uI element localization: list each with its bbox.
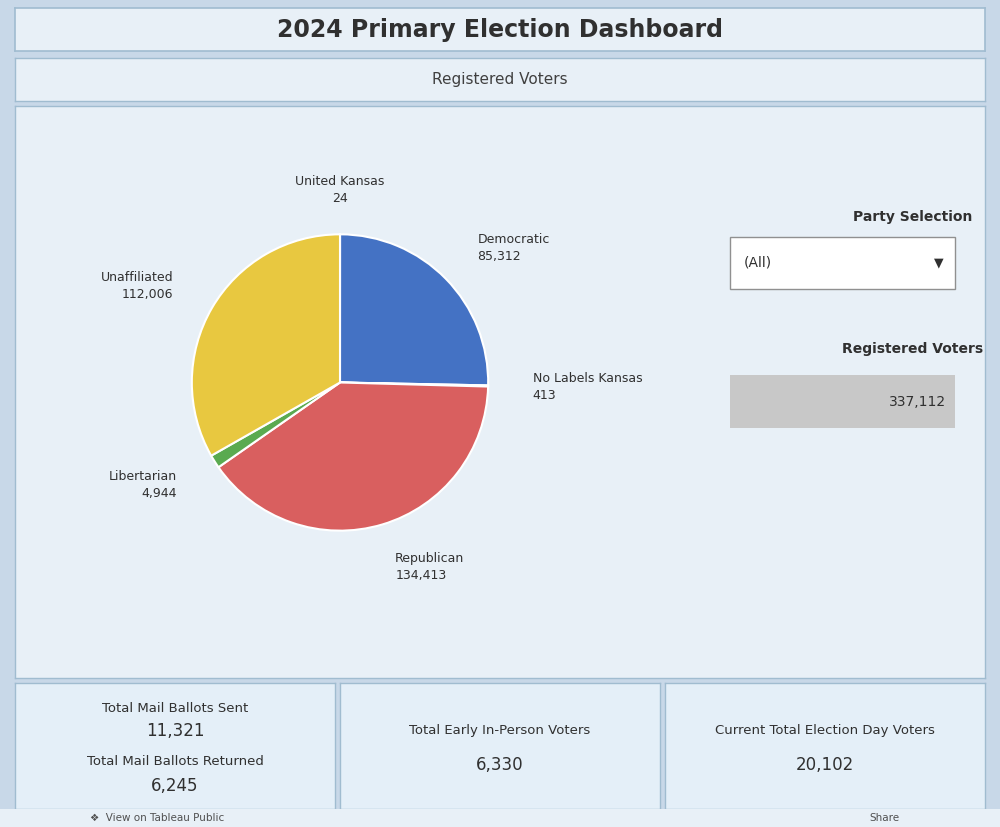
Text: 6,245: 6,245 [151, 777, 199, 796]
Text: Unaffiliated
112,006: Unaffiliated 112,006 [101, 270, 174, 300]
Text: Total Mail Ballots Returned: Total Mail Ballots Returned [87, 754, 263, 767]
Text: Share: Share [870, 813, 900, 823]
Text: 2024 Primary Election Dashboard: 2024 Primary Election Dashboard [277, 17, 723, 42]
Text: 20,102: 20,102 [796, 756, 854, 774]
Text: Republican
134,413: Republican 134,413 [395, 552, 464, 582]
Text: 11,321: 11,321 [146, 722, 204, 740]
Text: Libertarian
4,944: Libertarian 4,944 [109, 471, 177, 500]
FancyBboxPatch shape [730, 237, 955, 289]
Text: Current Total Election Day Voters: Current Total Election Day Voters [715, 724, 935, 738]
Wedge shape [211, 382, 340, 467]
Text: Total Early In-Person Voters: Total Early In-Person Voters [409, 724, 591, 738]
Text: Registered Voters: Registered Voters [842, 342, 984, 356]
Text: ▼: ▼ [934, 256, 944, 270]
Wedge shape [340, 234, 488, 385]
Text: 337,112: 337,112 [889, 395, 946, 409]
Text: ❖  View on Tableau Public: ❖ View on Tableau Public [90, 813, 224, 823]
Text: (All): (All) [744, 256, 772, 270]
Text: United Kansas
24: United Kansas 24 [295, 174, 385, 205]
Wedge shape [340, 382, 488, 386]
Text: Democratic
85,312: Democratic 85,312 [478, 232, 550, 263]
Text: 6,330: 6,330 [476, 756, 524, 774]
FancyBboxPatch shape [730, 375, 955, 428]
Text: No Labels Kansas
413: No Labels Kansas 413 [533, 372, 642, 402]
Text: Party Selection: Party Selection [853, 210, 973, 223]
Wedge shape [218, 382, 488, 531]
Text: Registered Voters: Registered Voters [432, 72, 568, 87]
Text: Total Mail Ballots Sent: Total Mail Ballots Sent [102, 702, 248, 715]
Wedge shape [192, 234, 340, 456]
